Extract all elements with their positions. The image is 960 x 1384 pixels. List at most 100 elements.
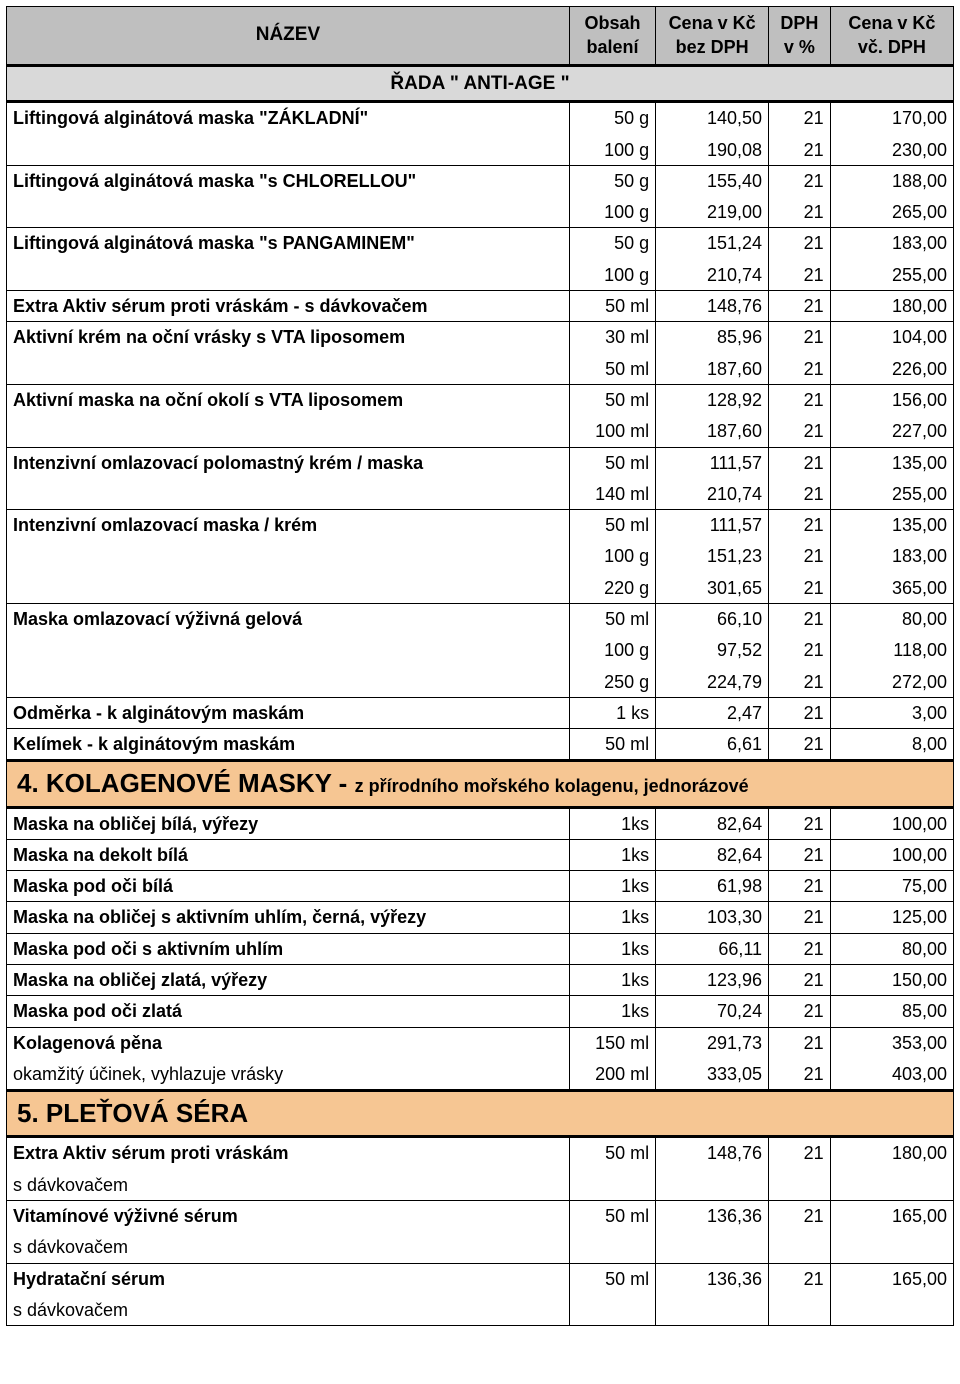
cell-pack: 100 g bbox=[569, 635, 655, 666]
cell-price-incl: 227,00 bbox=[830, 416, 953, 447]
cell-dph: 21 bbox=[769, 729, 831, 761]
product-subtext bbox=[7, 666, 570, 697]
cell-price-ex: 82,64 bbox=[656, 839, 769, 870]
cell-dph: 21 bbox=[769, 102, 831, 134]
product-name: Vitamínové výživné sérum bbox=[7, 1200, 570, 1231]
cell-price-incl: 156,00 bbox=[830, 384, 953, 415]
section-subtitle: z přírodního mořského kolagenu, jednoráz… bbox=[355, 776, 749, 796]
col-price-ex: Cena v Kč bez DPH bbox=[656, 7, 769, 66]
cell-price-ex: 140,50 bbox=[656, 102, 769, 134]
cell-dph: 21 bbox=[769, 447, 831, 478]
table-row: Hydratační sérum50 ml136,3621165,00 bbox=[7, 1263, 954, 1294]
table-row: Extra Aktiv sérum proti vráskám - s dávk… bbox=[7, 291, 954, 322]
cell-price-incl: 255,00 bbox=[830, 259, 953, 290]
table-row: Liftingová alginátová maska "s PANGAMINE… bbox=[7, 228, 954, 259]
table-row: Maska na obličej zlatá, výřezy1ks123,962… bbox=[7, 965, 954, 996]
cell-pack: 1ks bbox=[569, 965, 655, 996]
cell-pack: 50 ml bbox=[569, 384, 655, 415]
cell-dph: 21 bbox=[769, 541, 831, 572]
cell-pack bbox=[569, 1169, 655, 1200]
col-pack: Obsah balení bbox=[569, 7, 655, 66]
section-row: 4. KOLAGENOVÉ MASKY - z přírodního mořsk… bbox=[7, 761, 954, 807]
cell-pack: 100 g bbox=[569, 259, 655, 290]
cell-dph: 21 bbox=[769, 996, 831, 1027]
cell-pack: 50 ml bbox=[569, 1200, 655, 1231]
product-name: Liftingová alginátová maska "ZÁKLADNÍ" bbox=[7, 102, 570, 134]
cell-dph: 21 bbox=[769, 1263, 831, 1294]
price-table: NÁZEV Obsah balení Cena v Kč bez DPH DPH… bbox=[6, 6, 954, 1326]
table-row: Maska na obličej s aktivním uhlím, černá… bbox=[7, 902, 954, 933]
cell-pack bbox=[569, 1294, 655, 1325]
table-body: ŘADA " ANTI-AGE "Liftingová alginátová m… bbox=[7, 65, 954, 1326]
cell-pack: 100 ml bbox=[569, 416, 655, 447]
table-row: 100 g219,0021265,00 bbox=[7, 197, 954, 228]
cell-price-incl: 165,00 bbox=[830, 1263, 953, 1294]
cell-price-incl bbox=[830, 1294, 953, 1325]
table-row: 250 g224,7921272,00 bbox=[7, 666, 954, 697]
cell-price-incl: 365,00 bbox=[830, 572, 953, 603]
cell-price-incl: 170,00 bbox=[830, 102, 953, 134]
cell-dph: 21 bbox=[769, 228, 831, 259]
cell-price-ex bbox=[656, 1294, 769, 1325]
product-name: Intenzivní omlazovací polomastný krém / … bbox=[7, 447, 570, 478]
product-name: Aktivní krém na oční vrásky s VTA liposo… bbox=[7, 322, 570, 353]
product-subtext: okamžitý účinek, vyhlazuje vrásky bbox=[7, 1058, 570, 1090]
product-subtext bbox=[7, 353, 570, 384]
section-cell: 5. PLEŤOVÁ SÉRA bbox=[7, 1091, 954, 1137]
cell-dph: 21 bbox=[769, 353, 831, 384]
cell-dph: 21 bbox=[769, 572, 831, 603]
cell-dph: 21 bbox=[769, 510, 831, 541]
cell-price-incl: 135,00 bbox=[830, 447, 953, 478]
cell-pack: 1ks bbox=[569, 996, 655, 1027]
cell-price-ex: 224,79 bbox=[656, 666, 769, 697]
cell-dph: 21 bbox=[769, 1058, 831, 1090]
cell-price-incl: 85,00 bbox=[830, 996, 953, 1027]
product-name: Aktivní maska na oční okolí s VTA liposo… bbox=[7, 384, 570, 415]
cell-dph: 21 bbox=[769, 871, 831, 902]
cell-price-incl: 180,00 bbox=[830, 291, 953, 322]
cell-dph: 21 bbox=[769, 902, 831, 933]
product-name: Kolagenová pěna bbox=[7, 1027, 570, 1058]
cell-pack: 50 ml bbox=[569, 729, 655, 761]
cell-price-ex: 151,23 bbox=[656, 541, 769, 572]
table-row: 50 ml187,6021226,00 bbox=[7, 353, 954, 384]
cell-price-ex: 151,24 bbox=[656, 228, 769, 259]
cell-price-incl bbox=[830, 1232, 953, 1263]
table-row: Kelímek - k alginátovým maskám50 ml6,612… bbox=[7, 729, 954, 761]
cell-pack: 50 g bbox=[569, 228, 655, 259]
cell-pack: 50 g bbox=[569, 165, 655, 196]
cell-pack: 1ks bbox=[569, 871, 655, 902]
cell-dph: 21 bbox=[769, 197, 831, 228]
cell-price-ex: 291,73 bbox=[656, 1027, 769, 1058]
cell-price-incl: 80,00 bbox=[830, 933, 953, 964]
cell-dph bbox=[769, 1232, 831, 1263]
cell-pack: 1ks bbox=[569, 933, 655, 964]
product-name: Odměrka - k alginátovým maskám bbox=[7, 697, 570, 728]
cell-price-incl: 104,00 bbox=[830, 322, 953, 353]
cell-price-incl: 8,00 bbox=[830, 729, 953, 761]
cell-dph: 21 bbox=[769, 1200, 831, 1231]
table-header: NÁZEV Obsah balení Cena v Kč bez DPH DPH… bbox=[7, 7, 954, 66]
cell-price-incl: 183,00 bbox=[830, 541, 953, 572]
product-subtext: s dávkovačem bbox=[7, 1232, 570, 1263]
product-name: Intenzivní omlazovací maska / krém bbox=[7, 510, 570, 541]
cell-pack: 30 ml bbox=[569, 322, 655, 353]
cell-dph: 21 bbox=[769, 697, 831, 728]
cell-price-incl: 75,00 bbox=[830, 871, 953, 902]
cell-price-ex bbox=[656, 1169, 769, 1200]
cell-price-ex: 82,64 bbox=[656, 807, 769, 839]
product-subtext bbox=[7, 635, 570, 666]
cell-price-ex: 148,76 bbox=[656, 291, 769, 322]
product-name: Maska pod oči bílá bbox=[7, 871, 570, 902]
cell-price-incl: 183,00 bbox=[830, 228, 953, 259]
table-row: s dávkovačem bbox=[7, 1169, 954, 1200]
product-name: Maska pod oči zlatá bbox=[7, 996, 570, 1027]
cell-dph: 21 bbox=[769, 933, 831, 964]
cell-price-ex: 148,76 bbox=[656, 1137, 769, 1169]
table-row: Liftingová alginátová maska "s CHLORELLO… bbox=[7, 165, 954, 196]
cell-price-incl: 150,00 bbox=[830, 965, 953, 996]
cell-dph: 21 bbox=[769, 416, 831, 447]
cell-dph: 21 bbox=[769, 666, 831, 697]
cell-price-ex: 70,24 bbox=[656, 996, 769, 1027]
table-row: okamžitý účinek, vyhlazuje vrásky200 ml3… bbox=[7, 1058, 954, 1090]
